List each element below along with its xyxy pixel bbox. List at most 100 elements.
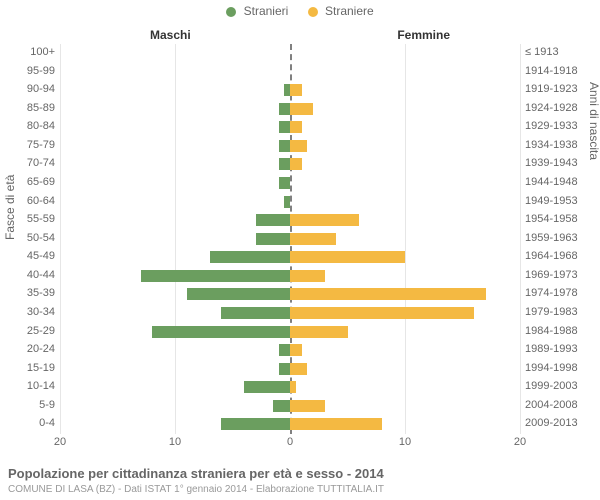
x-tick-label: 20 <box>54 436 66 448</box>
legend-item-stranieri: Stranieri <box>226 4 288 18</box>
y-label-age: 80-84 <box>27 120 55 132</box>
y-label-birth: 1944-1948 <box>525 176 578 188</box>
age-row: 90-941919-1923 <box>60 81 520 100</box>
age-row: 95-991914-1918 <box>60 63 520 82</box>
y-label-birth: 1914-1918 <box>525 65 578 77</box>
bar-femmine <box>290 326 348 338</box>
y-label-birth: 1954-1958 <box>525 213 578 225</box>
bar-femmine <box>290 103 313 115</box>
x-tick-label: 20 <box>514 436 526 448</box>
y-axis-title-left: Fasce di età <box>3 175 17 240</box>
age-row: 50-541959-1963 <box>60 230 520 249</box>
y-label-birth: 1949-1953 <box>525 195 578 207</box>
x-tick-label: 10 <box>399 436 411 448</box>
age-row: 10-141999-2003 <box>60 378 520 397</box>
bar-femmine <box>290 140 307 152</box>
bar-femmine <box>290 121 302 133</box>
bar-femmine <box>290 214 359 226</box>
y-label-age: 85-89 <box>27 102 55 114</box>
y-label-age: 55-59 <box>27 213 55 225</box>
age-row: 85-891924-1928 <box>60 100 520 119</box>
age-row: 35-391974-1978 <box>60 285 520 304</box>
bar-femmine <box>290 400 325 412</box>
bar-femmine <box>290 233 336 245</box>
age-row: 5-92004-2008 <box>60 397 520 416</box>
x-tick-label: 10 <box>169 436 181 448</box>
chart-title: Popolazione per cittadinanza straniera p… <box>8 466 592 483</box>
bar-maschi <box>152 326 290 338</box>
bar-maschi <box>279 121 291 133</box>
chart-subtitle: COMUNE DI LASA (BZ) - Dati ISTAT 1° genn… <box>8 483 592 496</box>
gridline <box>520 44 521 434</box>
y-label-birth: 1994-1998 <box>525 362 578 374</box>
y-label-birth: 1969-1973 <box>525 269 578 281</box>
y-label-age: 30-34 <box>27 306 55 318</box>
chart-footer: Popolazione per cittadinanza straniera p… <box>8 466 592 496</box>
legend-label-straniere: Straniere <box>325 4 374 18</box>
bar-femmine <box>290 363 307 375</box>
y-label-age: 65-69 <box>27 176 55 188</box>
population-pyramid-chart: Stranieri Straniere Maschi Femmine Fasce… <box>0 0 600 500</box>
y-label-birth: 2009-2013 <box>525 417 578 429</box>
y-label-age: 45-49 <box>27 250 55 262</box>
bar-maschi <box>279 103 291 115</box>
y-label-birth: 1924-1928 <box>525 102 578 114</box>
plot-area: 201001020100+≤ 191395-991914-191890-9419… <box>60 44 520 434</box>
y-label-age: 20-24 <box>27 343 55 355</box>
y-label-birth: 2004-2008 <box>525 399 578 411</box>
y-label-birth: 1984-1988 <box>525 325 578 337</box>
column-title-maschi: Maschi <box>150 28 191 42</box>
age-row: 55-591954-1958 <box>60 211 520 230</box>
bar-femmine <box>290 84 302 96</box>
y-label-age: 50-54 <box>27 232 55 244</box>
y-label-birth: 1989-1993 <box>525 343 578 355</box>
y-label-age: 90-94 <box>27 83 55 95</box>
y-label-age: 0-4 <box>39 417 55 429</box>
bar-maschi <box>279 177 291 189</box>
bar-maschi <box>279 158 291 170</box>
age-row: 15-191994-1998 <box>60 360 520 379</box>
y-label-age: 5-9 <box>39 399 55 411</box>
legend-item-straniere: Straniere <box>308 4 374 18</box>
y-label-age: 10-14 <box>27 380 55 392</box>
y-label-birth: ≤ 1913 <box>525 46 559 58</box>
y-axis-title-right: Anni di nascita <box>587 82 600 160</box>
age-row: 25-291984-1988 <box>60 323 520 342</box>
bar-femmine <box>290 307 474 319</box>
age-row: 75-791934-1938 <box>60 137 520 156</box>
bar-femmine <box>290 381 296 393</box>
y-label-birth: 1919-1923 <box>525 83 578 95</box>
y-label-age: 35-39 <box>27 287 55 299</box>
bar-maschi <box>210 251 291 263</box>
y-label-birth: 1979-1983 <box>525 306 578 318</box>
bar-maschi <box>141 270 291 282</box>
y-label-age: 40-44 <box>27 269 55 281</box>
bar-femmine <box>290 418 382 430</box>
bar-maschi <box>279 140 291 152</box>
legend-label-stranieri: Stranieri <box>244 4 289 18</box>
legend-swatch-stranieri <box>226 7 236 17</box>
bar-maschi <box>256 214 291 226</box>
y-label-age: 15-19 <box>27 362 55 374</box>
bar-femmine <box>290 158 302 170</box>
bar-femmine <box>290 344 302 356</box>
age-row: 65-691944-1948 <box>60 174 520 193</box>
bar-femmine <box>290 288 486 300</box>
bar-maschi <box>187 288 291 300</box>
legend-swatch-straniere <box>308 7 318 17</box>
legend: Stranieri Straniere <box>0 4 600 18</box>
age-row: 20-241989-1993 <box>60 341 520 360</box>
bar-maschi <box>244 381 290 393</box>
bar-femmine <box>290 251 405 263</box>
bar-maschi <box>284 196 290 208</box>
y-label-age: 95-99 <box>27 65 55 77</box>
y-label-birth: 1974-1978 <box>525 287 578 299</box>
y-label-age: 70-74 <box>27 157 55 169</box>
y-label-birth: 1959-1963 <box>525 232 578 244</box>
age-row: 45-491964-1968 <box>60 248 520 267</box>
age-row: 60-641949-1953 <box>60 193 520 212</box>
bar-maschi <box>221 307 290 319</box>
age-row: 0-42009-2013 <box>60 415 520 434</box>
age-row: 100+≤ 1913 <box>60 44 520 63</box>
column-title-femmine: Femmine <box>397 28 450 42</box>
